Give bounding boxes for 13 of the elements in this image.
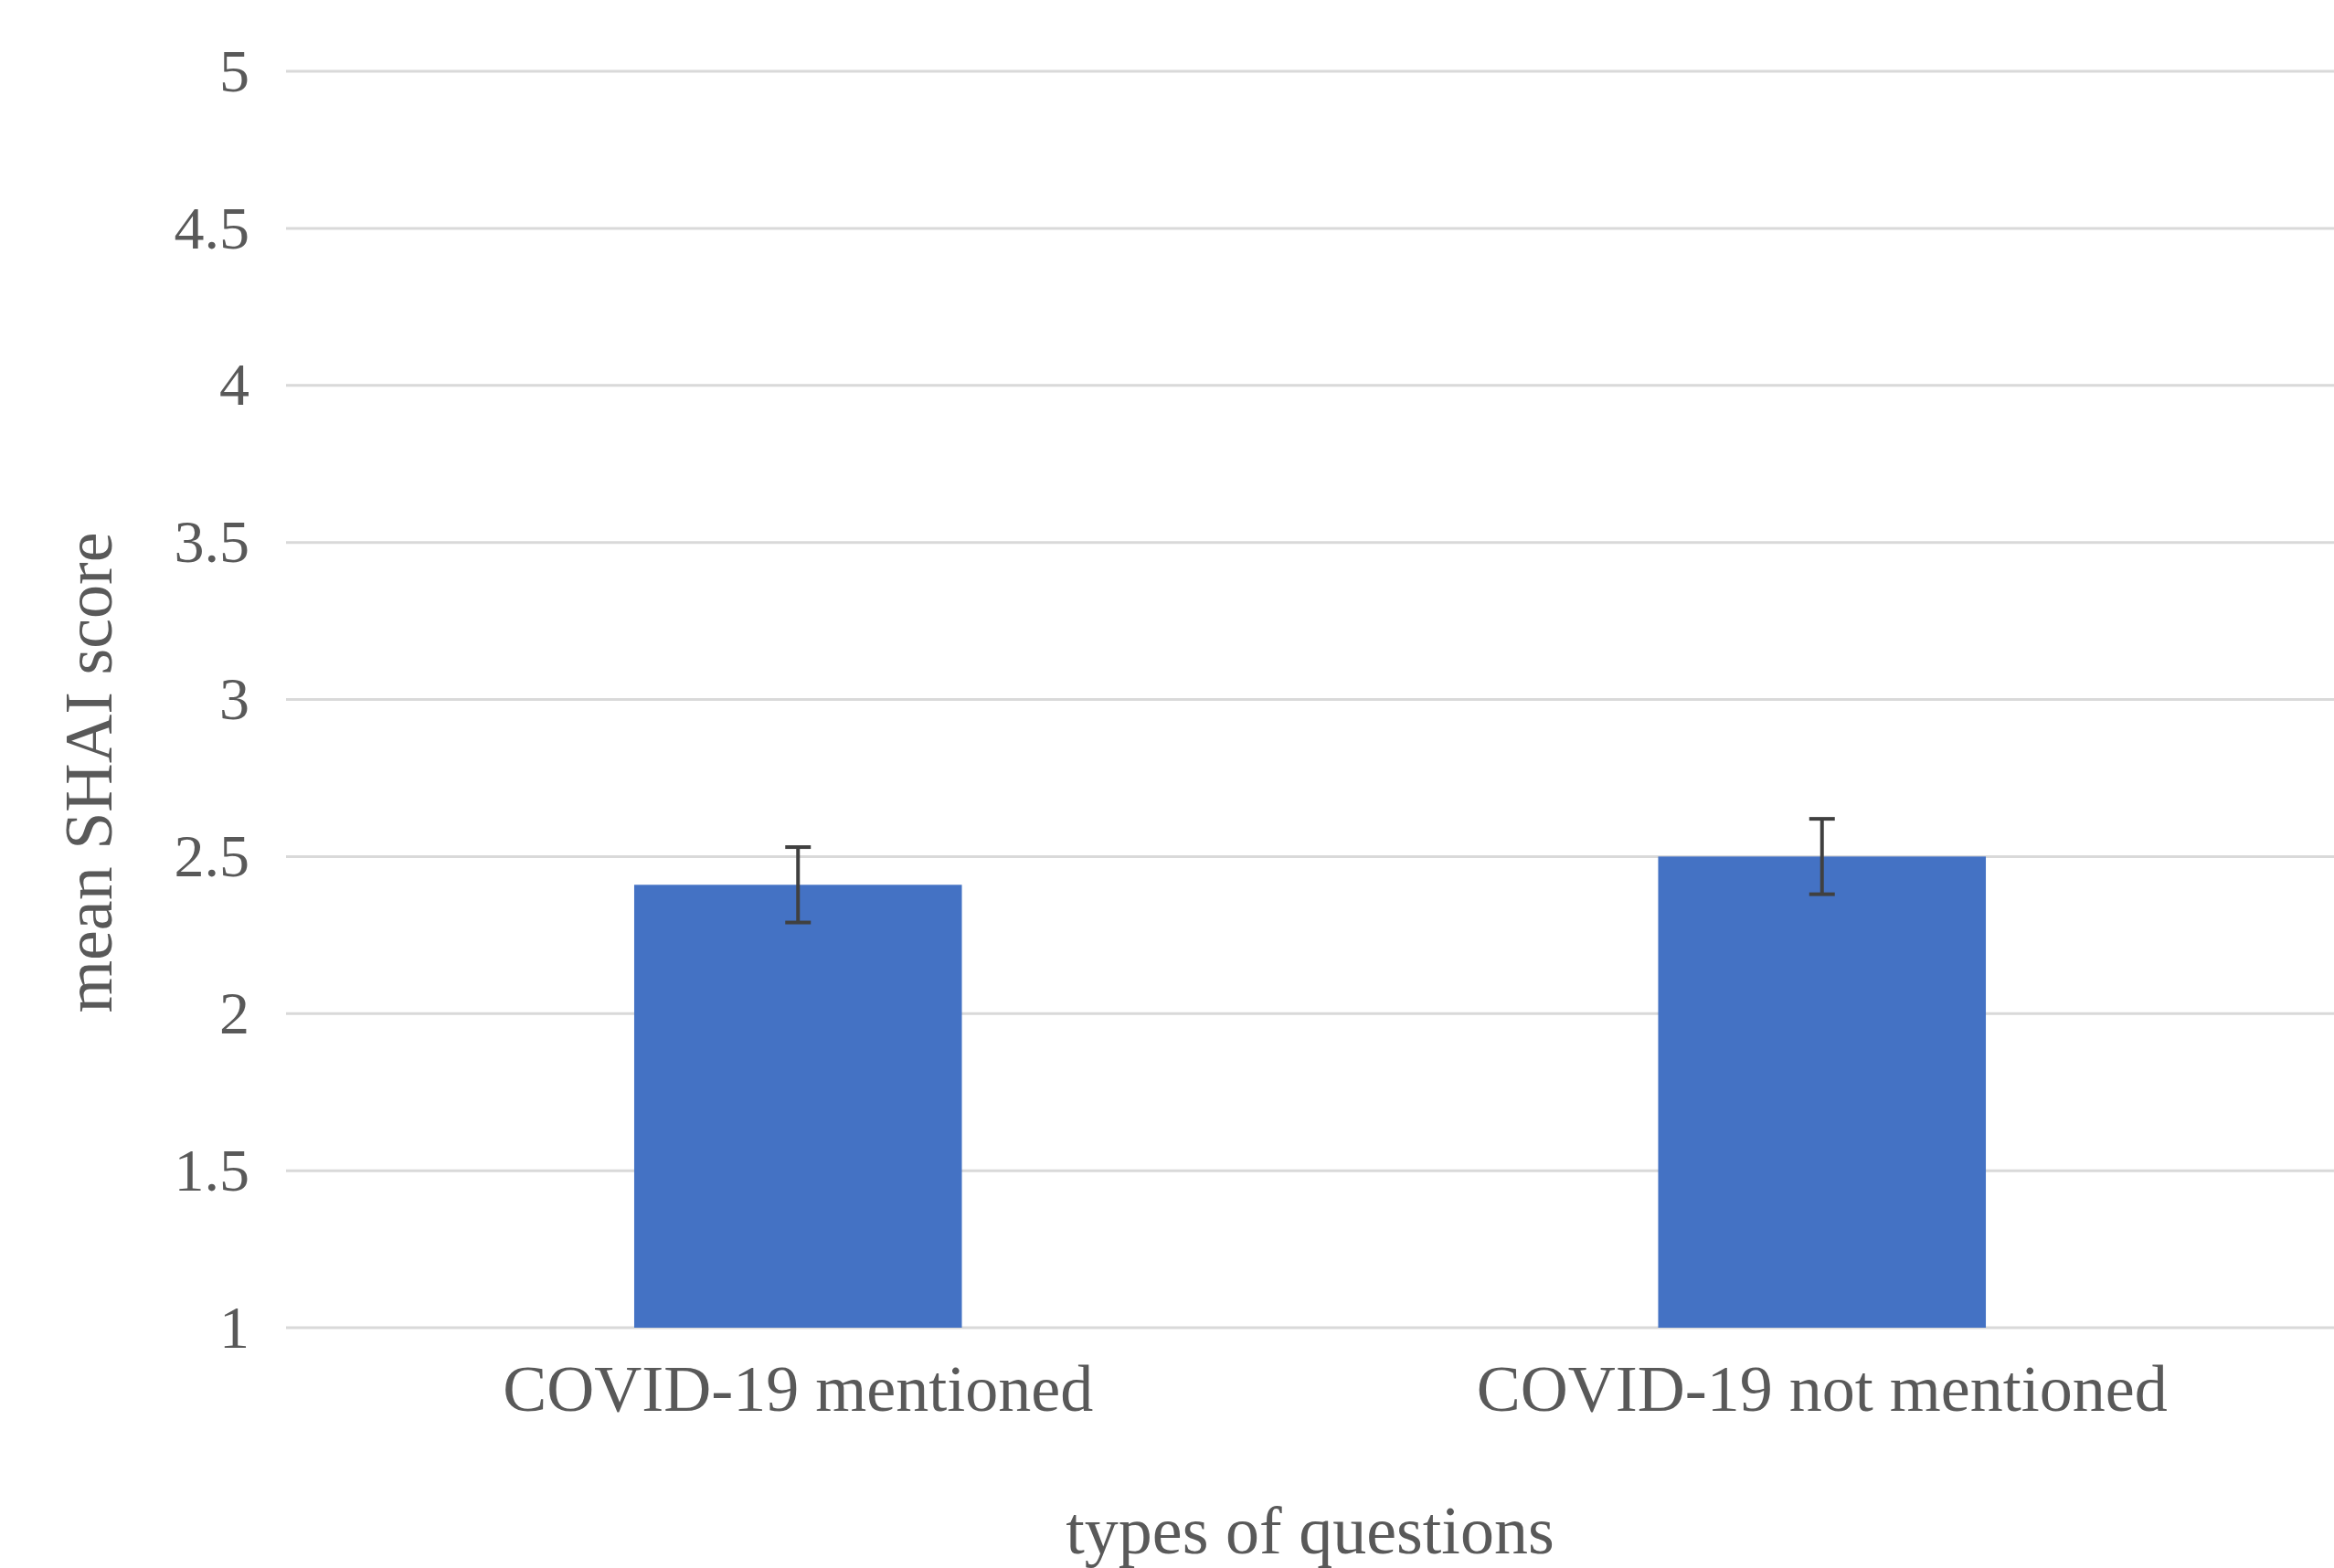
y-tick-label: 4.5	[174, 194, 249, 261]
y-tick-label: 2	[219, 979, 249, 1046]
y-axis-title: mean SHAI score	[51, 532, 126, 1013]
y-tick-label: 3	[219, 665, 249, 733]
y-tick-label: 1	[219, 1293, 249, 1361]
y-tick-label: 3.5	[174, 508, 249, 576]
x-tick-label: COVID-19 not mentioned	[1476, 1352, 2168, 1426]
y-tick-label: 4	[219, 351, 249, 418]
x-tick-label: COVID-19 mentioned	[503, 1352, 1094, 1426]
y-tick-label: 1.5	[174, 1136, 249, 1203]
x-axis-title: types of questions	[1066, 1493, 1554, 1568]
y-tick-label: 5	[219, 37, 249, 104]
y-tick-label: 2.5	[174, 821, 249, 889]
